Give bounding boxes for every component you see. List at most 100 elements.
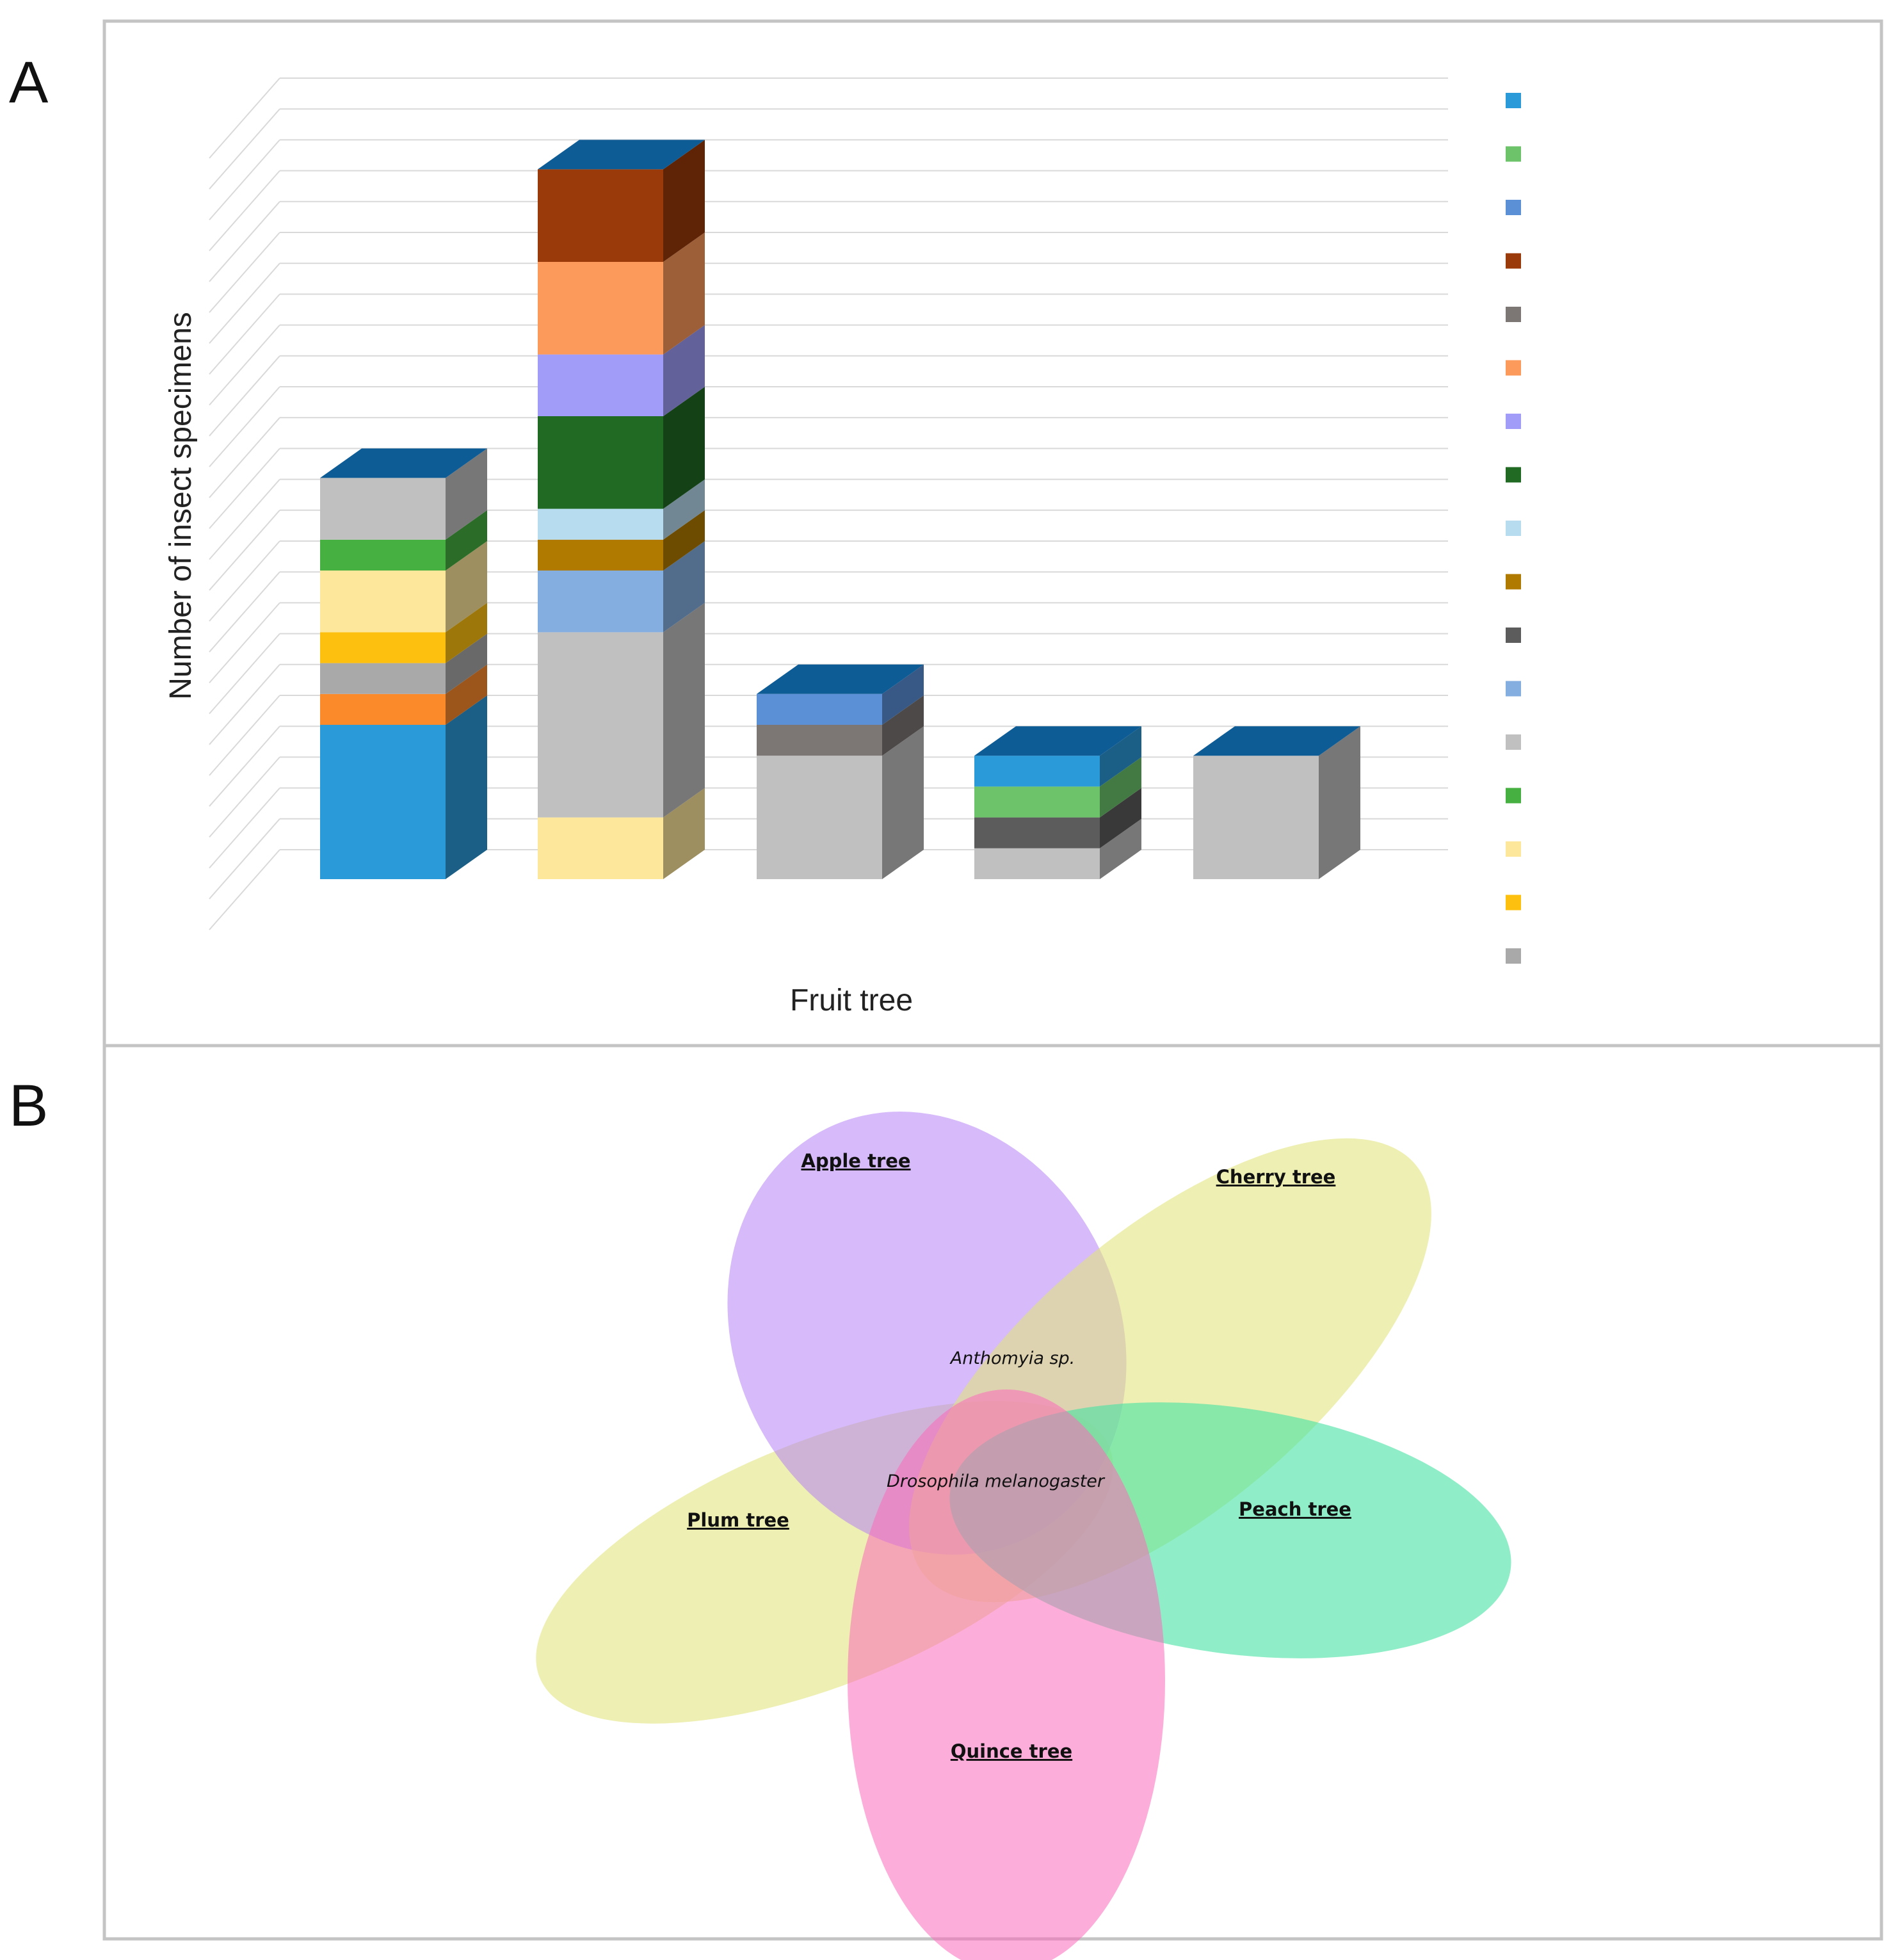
legend-swatch [1506,360,1521,376]
legend-swatch [1506,521,1521,536]
gridline-diagonal [209,787,280,869]
bar-segment [757,756,882,879]
bar-segment [538,817,663,879]
gridline-diagonal [209,725,280,807]
bar-segment [1193,756,1319,879]
chart-legend [1506,93,1521,964]
gridline-diagonal [209,139,280,221]
legend-swatch [1506,146,1521,162]
bar-segment [974,848,1100,879]
bar-segment-side [882,664,924,725]
bar-top-face [757,664,924,694]
legend-swatch [1506,841,1521,857]
legend-swatch [1506,307,1521,322]
bar-segment-side [663,510,705,571]
bar-segment-side [663,788,705,879]
bar-segment [538,354,663,416]
gridline-diagonal [209,540,280,622]
bar-segment-side [446,664,487,725]
bar-stack-peach [757,664,924,879]
legend-swatch [1506,895,1521,911]
bar-segment [320,632,446,663]
panel-b-label: B [9,1073,48,1138]
gridline-diagonal [209,849,280,930]
gridline-diagonal [209,293,280,375]
bar-segment [538,508,663,540]
venn-ellipse-quince [848,1389,1165,1960]
bar-top-face [1193,726,1360,756]
legend-swatch [1506,734,1521,750]
bar-segment-side [663,325,705,416]
legend-swatch [1506,467,1521,483]
legend-swatch [1506,200,1521,215]
bar-segment-side [663,541,705,633]
bar-segment-side [663,479,705,540]
bar-segment [320,478,446,540]
bar-stack-cherry [538,140,705,879]
bar-segment [757,693,882,725]
bar-segment-side [1100,788,1141,848]
gridline-diagonal [209,633,280,715]
bar-segment-side [446,448,487,540]
panel-a-label: A [9,50,49,115]
bar-segment [974,817,1100,848]
bar-segment [320,693,446,725]
bar-segment-side [882,695,924,756]
venn-title-plum: Plum tree [687,1509,789,1531]
legend-swatch [1506,93,1521,108]
x-axis-title: Fruit tree [790,984,913,1017]
gridline-diagonal [209,818,280,900]
bar-segment-side [1100,818,1141,879]
gridline-diagonal [209,756,280,838]
gridline-diagonal [209,324,280,406]
bar-segment [320,539,446,571]
bar-segment-side [663,387,705,509]
venn-shared-apple-cherry: Anthomyia sp. [949,1349,1075,1368]
bar-segment-side [1319,726,1360,879]
y-axis-title: Number of insect specimens [164,312,198,700]
bar-segment-side [882,726,924,879]
venn-title-apple: Apple tree [801,1150,910,1172]
gridline-diagonal [209,602,280,684]
legend-swatch [1506,628,1521,643]
bar-top-face [538,140,705,170]
bar-segment [538,262,663,355]
bar-segment [538,632,663,818]
venn-diagram: Apple tree Cherry tree Peach tree Plum t… [536,1112,1511,1960]
legend-swatch [1506,948,1521,964]
bar-segment-side [446,510,487,571]
legend-swatch [1506,574,1521,590]
bar-segment [320,725,446,879]
bar-segment-side [663,140,705,262]
gridline-diagonal [209,355,280,437]
bar-segment-side [446,633,487,694]
bar-chart: Number of insect specimens Fruit tree [164,77,1448,1017]
bar-segment [757,725,882,756]
bar-segment-side [663,232,705,355]
gridline-diagonal [209,695,280,776]
gridline-diagonal [209,510,280,591]
gridline-diagonal [209,201,280,282]
legend-swatch [1506,788,1521,804]
gridline-diagonal [209,232,280,313]
bar-segment [538,169,663,262]
venn-title-peach: Peach tree [1239,1498,1351,1520]
legend-swatch [1506,253,1521,269]
bar-segment [538,571,663,633]
bar-segment [974,756,1100,787]
chart-bars [320,140,1360,879]
gridline-diagonal [209,170,280,252]
gridline-diagonal [209,263,280,344]
venn-shared-all: Drosophila melanogaster [887,1471,1106,1491]
bar-stack-quince [1193,726,1360,879]
gridline-diagonal [209,108,280,190]
gridline-diagonal [209,664,280,745]
bar-segment-side [1100,757,1141,818]
bar-stack-apple [320,448,487,879]
gridline-diagonal [209,386,280,467]
gridline-diagonal [209,417,280,498]
gridline-diagonal [209,571,280,652]
bar-segment [320,663,446,694]
bar-segment [974,786,1100,818]
